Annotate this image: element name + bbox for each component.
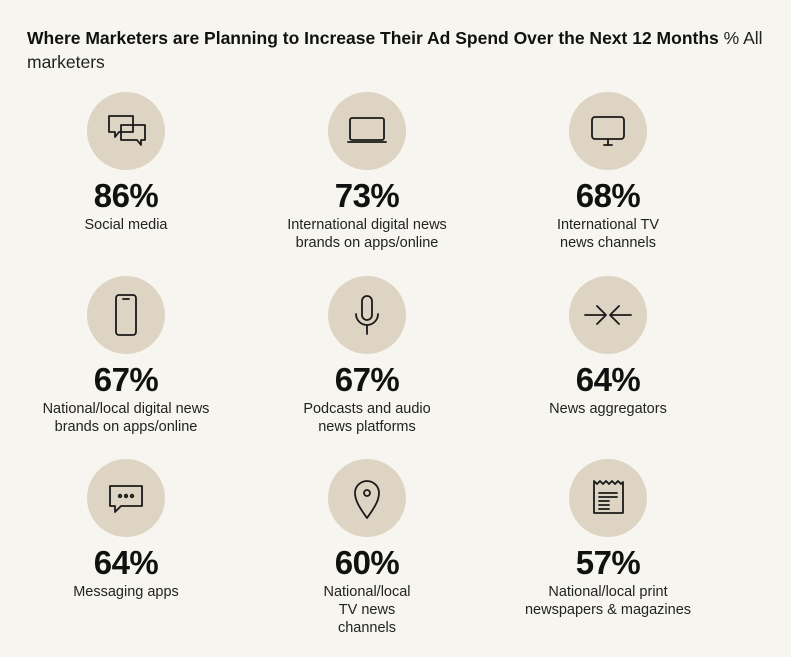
stat-podcasts: 67% Podcasts and audio news platforms	[247, 276, 487, 436]
stat-international-digital-news: 73% International digital news brands on…	[247, 92, 487, 252]
stat-label: News aggregators	[549, 401, 667, 417]
stat-label: National/local print newspapers & magazi…	[524, 584, 692, 618]
arrows-converge-icon	[569, 276, 647, 354]
monitor-icon	[569, 92, 647, 170]
stat-label: Messaging apps	[73, 584, 179, 600]
chat-bubbles-icon	[87, 92, 165, 170]
stat-value: 64%	[575, 361, 641, 398]
page-title: Where Marketers are Planning to Increase…	[27, 26, 791, 74]
stat-label: International TV news channels	[556, 217, 660, 251]
stat-value: 67%	[93, 361, 159, 398]
title-main: Where Marketers are Planning to Increase…	[27, 28, 719, 48]
message-dots-icon	[87, 459, 165, 537]
stat-label: Podcasts and audio news platforms	[303, 401, 431, 435]
stat-social-media: 86% Social media	[6, 92, 246, 234]
stat-messaging-apps: 64% Messaging apps	[6, 459, 246, 601]
stat-international-tv: 68% International TV news channels	[488, 92, 728, 252]
stat-national-tv: 60% National/local TV news channels	[247, 459, 487, 637]
stat-value: 73%	[334, 177, 400, 214]
stat-news-aggregators: 64% News aggregators	[488, 276, 728, 418]
smartphone-icon	[87, 276, 165, 354]
stat-label: International digital news brands on app…	[287, 217, 447, 251]
newspaper-icon	[569, 459, 647, 537]
stat-label: National/local TV news channels	[323, 584, 411, 636]
title-subtitle: % All marketers	[27, 28, 763, 72]
stat-national-digital-news: 67% National/local digital news brands o…	[6, 276, 246, 436]
stat-value: 64%	[93, 544, 159, 581]
microphone-icon	[328, 276, 406, 354]
location-pin-icon	[328, 459, 406, 537]
stat-value: 67%	[334, 361, 400, 398]
stat-label: National/local digital news brands on ap…	[42, 401, 210, 435]
stat-national-print: 57% National/local print newspapers & ma…	[488, 459, 728, 619]
laptop-icon	[328, 92, 406, 170]
stat-value: 68%	[575, 177, 641, 214]
stat-value: 60%	[334, 544, 400, 581]
stat-label: Social media	[84, 217, 168, 233]
stat-value: 57%	[575, 544, 641, 581]
stat-value: 86%	[93, 177, 159, 214]
